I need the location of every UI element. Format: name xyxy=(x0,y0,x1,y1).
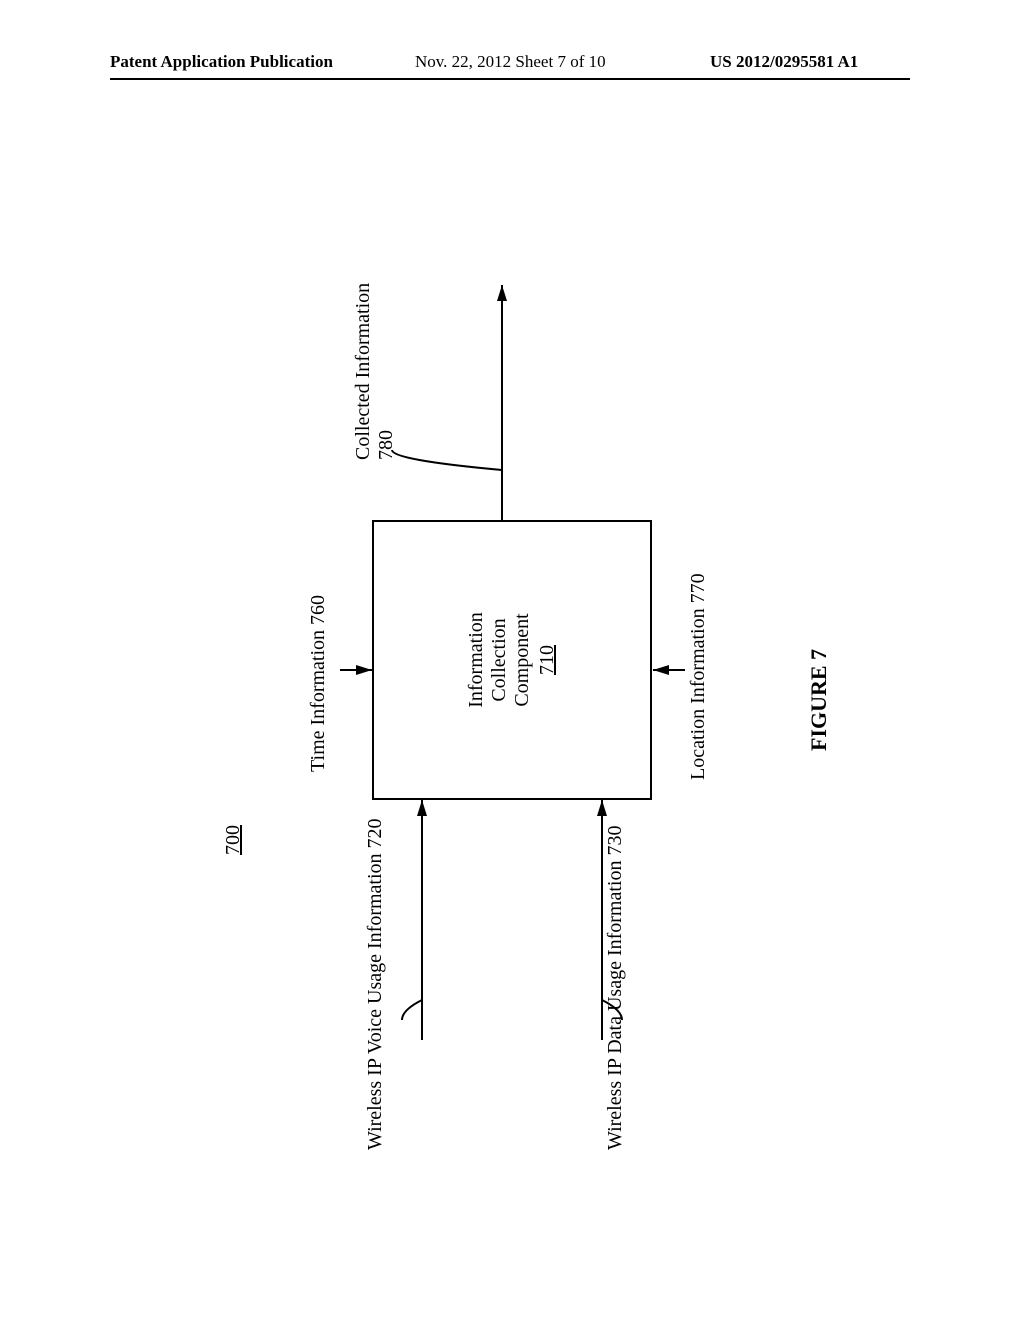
header-left: Patent Application Publication xyxy=(110,52,333,72)
figure-title: FIGURE 7 xyxy=(806,649,832,751)
diagram-rotated-container: 700 Time Information 760 Location Inform… xyxy=(192,250,832,1150)
header-right: US 2012/0295581 A1 xyxy=(710,52,858,72)
header-rule xyxy=(110,78,910,80)
arrows-svg xyxy=(192,250,832,1150)
diagram: 700 Time Information 760 Location Inform… xyxy=(192,250,832,1150)
page: Patent Application Publication Nov. 22, … xyxy=(0,0,1024,1320)
header-mid: Nov. 22, 2012 Sheet 7 of 10 xyxy=(415,52,606,72)
